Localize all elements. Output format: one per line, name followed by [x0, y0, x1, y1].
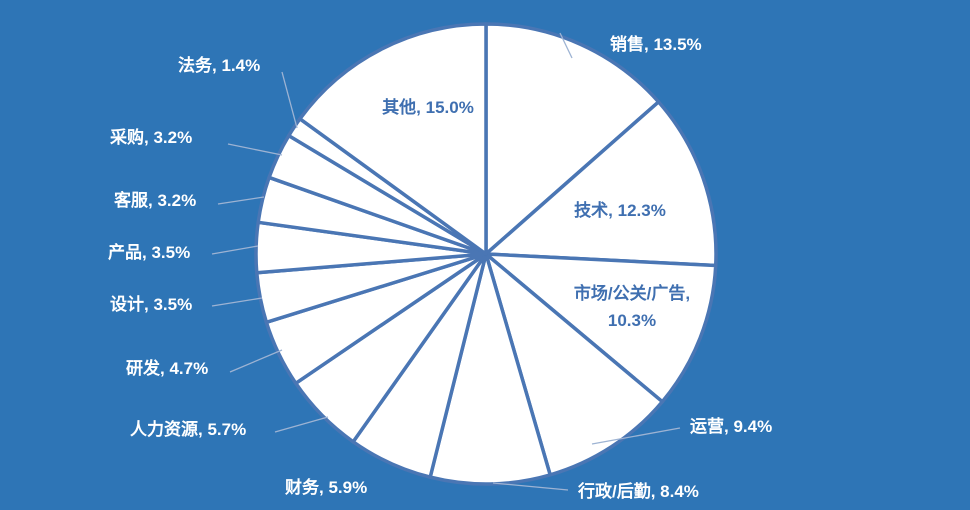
pie-slice-14 [298, 22, 488, 256]
leader-line-10 [211, 245, 259, 255]
data-label-2: 技术, 12.3% [574, 200, 666, 220]
data-label-3: 市场/公关/广告, [574, 283, 690, 303]
data-label-14: 其他, 15.0% [382, 97, 474, 117]
data-label-12: 采购, 3.2% [109, 127, 192, 147]
pie-slice-1 [484, 22, 661, 256]
data-label-5: 行政/后勤, 8.4% [577, 481, 699, 501]
leader-line-7 [274, 416, 329, 433]
data-label-9: 设计, 3.5% [110, 294, 192, 314]
data-labels: 销售, 13.5% 技术, 12.3% 市场/公关/广告, 10.3% 运营, 9.4%… [108, 34, 772, 501]
pie-slice-3 [484, 252, 718, 404]
data-label-11: 客服, 3.2% [113, 190, 196, 210]
data-label-3-line2: 10.3% [608, 311, 656, 330]
pie-slice-5 [428, 252, 552, 486]
pie-slices [254, 22, 718, 486]
leader-line-4 [591, 427, 681, 445]
leader-line-8 [229, 349, 283, 373]
leader-line-9 [211, 297, 263, 307]
data-label-4: 运营, 9.4% [690, 416, 772, 436]
data-label-13: 法务, 1.4% [178, 55, 260, 75]
data-label-6: 财务, 5.9% [284, 477, 367, 497]
data-label-10: 产品, 3.5% [108, 242, 190, 262]
data-label-8: 研发, 4.7% [126, 358, 208, 378]
leader-line-12 [227, 143, 283, 156]
leader-line-13 [281, 71, 298, 129]
pie-slice-4 [484, 252, 665, 477]
data-label-7: 人力资源, 5.7% [130, 419, 246, 439]
pie-slice-2 [484, 100, 718, 268]
leader-line-11 [217, 196, 265, 205]
leader-line-5 [492, 482, 569, 491]
leader-lines [211, 32, 681, 491]
leader-line-1 [559, 32, 573, 59]
data-label-1: 销售, 13.5% [610, 34, 702, 54]
